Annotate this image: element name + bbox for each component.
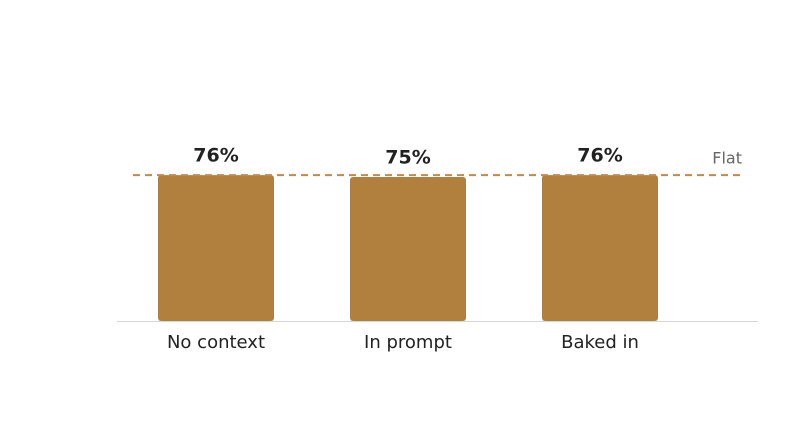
reference-label: Flat [712,149,742,168]
x-tick-label: No context [167,332,265,353]
x-tick-label: Baked in [561,332,639,353]
value-label: 76% [577,145,622,167]
bar [158,175,274,321]
value-label: 75% [385,147,430,169]
bar [542,175,658,321]
value-label: 76% [193,145,238,167]
bar [350,177,466,321]
x-tick-label: In prompt [364,332,452,353]
